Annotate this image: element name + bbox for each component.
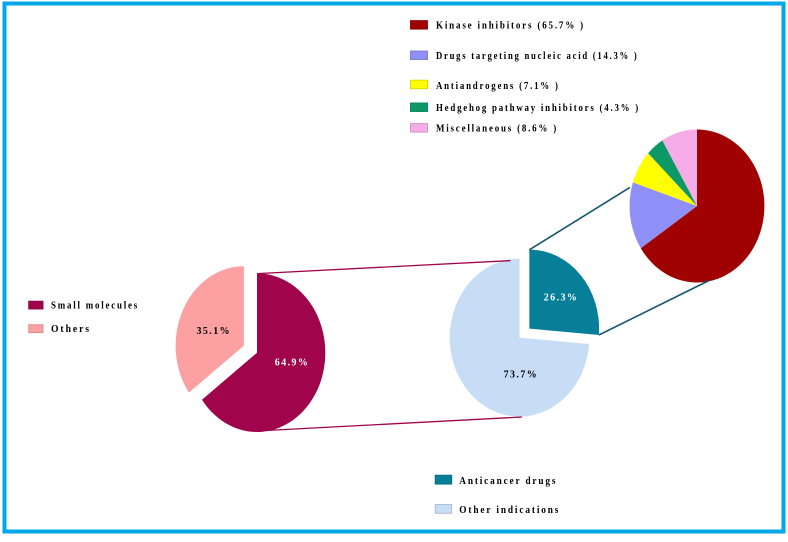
svg-text:Antiandrogens (7.1% ): Antiandrogens (7.1% ) <box>436 80 560 92</box>
svg-text:Hedgehog pathway inhibitors (4: Hedgehog pathway inhibitors (4.3% ) <box>436 102 640 114</box>
svg-text:Other indications: Other indications <box>459 504 560 516</box>
svg-text:64.9%: 64.9% <box>275 357 310 369</box>
svg-text:73.7%: 73.7% <box>504 369 538 381</box>
svg-text:Anticancer drugs: Anticancer drugs <box>459 475 557 487</box>
svg-text:Drugs targeting nucleic acid (: Drugs targeting nucleic acid (14.3% ) <box>436 50 639 62</box>
svg-text:26.3%: 26.3% <box>544 292 579 304</box>
svg-text:35.1%: 35.1% <box>197 325 232 337</box>
svg-text:Kinase inhibitors (65.7% ): Kinase inhibitors (65.7% ) <box>436 20 585 32</box>
svg-text:Small molecules: Small molecules <box>51 300 139 312</box>
svg-text:Miscellaneous (8.6% ): Miscellaneous (8.6% ) <box>436 123 558 135</box>
svg-text:Others: Others <box>51 323 91 335</box>
